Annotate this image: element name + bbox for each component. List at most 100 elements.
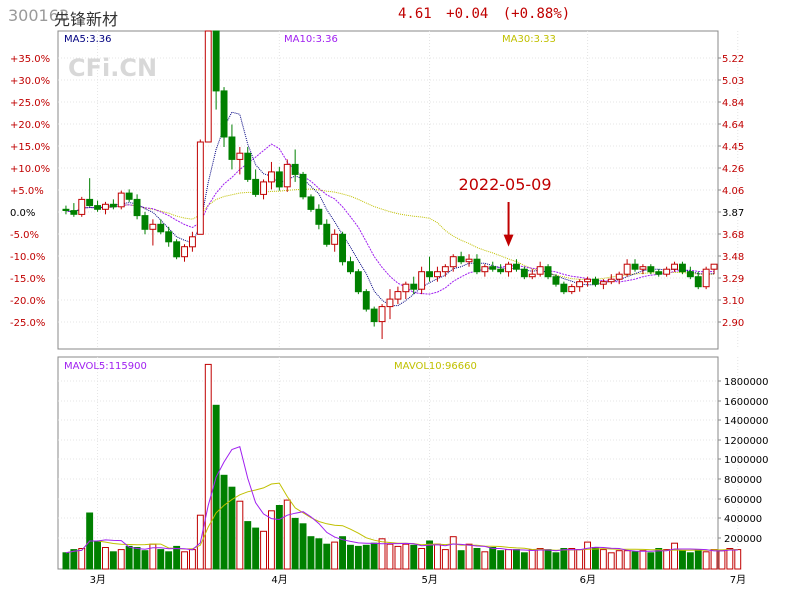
volume-bar (639, 550, 647, 570)
month-label: 7月 (730, 574, 746, 586)
candle (157, 219, 165, 235)
volume-bar (370, 542, 378, 570)
volume-bar (323, 543, 331, 570)
volume-tick-label: 1800000 (724, 377, 769, 388)
candle (196, 139, 204, 235)
volume-bar (694, 549, 702, 570)
candle (339, 231, 347, 266)
candle-body (623, 263, 631, 275)
candle-body (686, 271, 694, 278)
percent-axis: +35.0% +30.0% +25.0% +20.0% +15.0% +10.0% +5.0… (10, 54, 50, 329)
candle (457, 251, 465, 265)
candle (181, 244, 189, 262)
candle-body (141, 215, 149, 230)
volume-bar (734, 549, 742, 570)
candle (418, 266, 426, 295)
percent-tick-label: +10.0% (10, 164, 50, 175)
volume-tick-label: 1000000 (724, 455, 769, 466)
candle-body (149, 223, 157, 230)
candle-body (236, 152, 244, 160)
volume-bar (449, 536, 457, 570)
candle-body (481, 266, 489, 273)
price-change: +0.04 (446, 6, 489, 22)
candle (86, 178, 94, 207)
volume-bar (686, 552, 694, 570)
legend-ma5: MA5:3.36 (64, 34, 111, 45)
candle-body (204, 30, 212, 143)
percent-tick-label: -10.0% (10, 252, 45, 263)
candle-body (449, 256, 457, 268)
volume-bar (78, 548, 86, 570)
candle (702, 266, 710, 290)
percent-tick-label: +15.0% (10, 142, 50, 153)
candle-body (117, 192, 125, 208)
legend-ma10: MA10:3.36 (284, 34, 338, 45)
ma10-line (65, 143, 715, 295)
volume-bar (584, 541, 591, 570)
candle (78, 196, 86, 217)
candle (473, 254, 481, 275)
month-label: 4月 (271, 574, 287, 586)
volume-bar (560, 548, 568, 570)
candle (291, 149, 299, 182)
candle-body (378, 306, 386, 323)
price-tick-label: 5.22 (722, 54, 744, 65)
volume-bar (244, 521, 252, 570)
candle (370, 306, 378, 327)
candle-body (639, 266, 647, 270)
percent-tick-label: +30.0% (10, 76, 50, 87)
volume-bar (283, 499, 291, 570)
volume-bar (726, 548, 734, 570)
month-label: 6月 (580, 574, 596, 586)
volume-bar (117, 549, 125, 570)
candle (449, 254, 457, 272)
candle-body (362, 291, 370, 310)
candle (607, 274, 615, 285)
candle-body (109, 203, 117, 208)
price-tick-label: 3.29 (722, 274, 744, 285)
volume-bar (260, 530, 268, 570)
candle (410, 276, 418, 295)
volume-bar (315, 538, 323, 570)
candle-body (441, 266, 449, 273)
candle (173, 239, 181, 260)
candle-body (268, 171, 275, 183)
candle (402, 281, 410, 300)
price-panel: CFi.CN MA5:3.36 MA10:3.36 MA30:3.33 +35.0%… (10, 30, 744, 350)
candle-body (62, 208, 70, 212)
candle (315, 204, 323, 230)
candle (299, 171, 307, 200)
candle (94, 200, 101, 212)
legend-mavol10: MAVOL10:96660 (394, 361, 477, 372)
volume-bar (212, 404, 220, 570)
candle-body (125, 192, 133, 200)
percent-tick-label: -20.0% (10, 296, 45, 307)
volume-bar (607, 552, 615, 570)
price-tick-label: 4.64 (722, 120, 744, 131)
candle (639, 264, 647, 275)
percent-tick-label: 0.0% (10, 208, 35, 219)
candle-body (228, 136, 236, 160)
candle (623, 259, 631, 277)
volume-bar (394, 545, 402, 570)
volume-bar (520, 552, 528, 570)
candle-body (584, 278, 591, 283)
candle-body (291, 163, 299, 175)
candle-body (568, 286, 576, 293)
volume-bar (141, 550, 149, 570)
candle (497, 264, 505, 275)
candle (125, 189, 133, 202)
candle-body (615, 273, 623, 280)
volume-bar (125, 545, 133, 570)
volume-bar (62, 552, 70, 570)
volume-bar (568, 548, 576, 570)
price-tick-label: 3.87 (722, 208, 744, 219)
candle-body (181, 246, 189, 258)
candle-body (679, 263, 686, 273)
candle (655, 269, 663, 277)
volume-bar (599, 549, 607, 570)
candle (489, 261, 497, 272)
volume-bar (133, 547, 141, 570)
volume-bar (291, 517, 299, 570)
